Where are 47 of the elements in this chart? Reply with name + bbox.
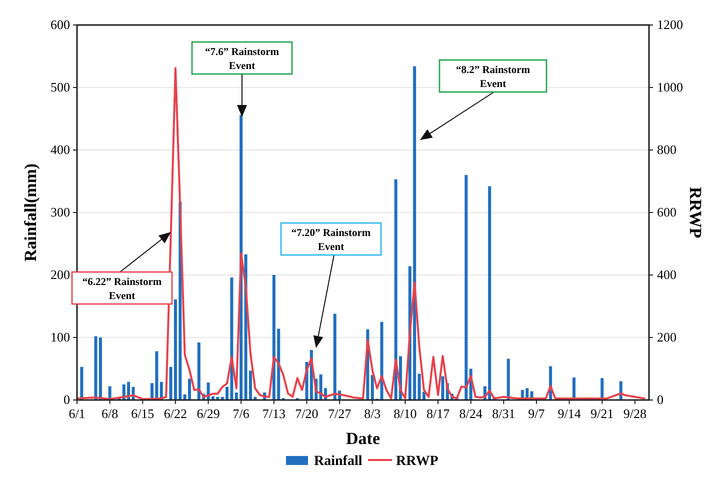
bar — [80, 366, 84, 400]
x-tick-label: 7/6 — [232, 406, 250, 421]
x-axis-title: Date — [346, 429, 380, 448]
bar — [98, 338, 102, 400]
x-tick-label: 6/8 — [102, 406, 118, 421]
y2-tick-label: 1200 — [657, 17, 683, 32]
y-tick-label: 400 — [50, 142, 70, 157]
x-tick-label: 6/1 — [68, 406, 86, 421]
x-tick-label: 9/7 — [528, 406, 546, 421]
x-tick-label: 6/15 — [131, 406, 154, 421]
x-tick-label: 8/10 — [394, 406, 417, 421]
y-tick-label: 0 — [64, 392, 70, 407]
x-tick-label: 8/31 — [492, 406, 516, 421]
bar — [441, 376, 444, 400]
x-tick-label: 7/13 — [262, 406, 286, 421]
y2-tick-label: 800 — [657, 142, 676, 157]
annotation: “8.2” Rainstorm Event — [456, 65, 530, 90]
bar — [506, 358, 510, 400]
x-tick-label: 7/20 — [295, 406, 318, 421]
y-tick-label: 300 — [50, 204, 70, 220]
y2-tick-label: 200 — [657, 330, 676, 344]
x-tick-label: 8/17 — [426, 406, 450, 421]
bar — [380, 322, 384, 400]
y2-tick-label: 400 — [657, 267, 676, 282]
x-tick-label: 8/3 — [364, 406, 381, 421]
annotation: “6.22” Rainstorm Event — [82, 277, 162, 302]
x-tick-label: 6/29 — [196, 406, 220, 421]
bar — [464, 175, 468, 400]
annotation: “7.6” Rainstorm Event — [204, 47, 280, 72]
x-tick-label: 9/28 — [623, 406, 646, 421]
x-tick-label: 8/24 — [459, 406, 483, 421]
annotation: “7.20” Rainstorm Event — [291, 228, 371, 253]
legend-label: RRWP — [396, 454, 439, 469]
x-tick-label: 6/22 — [164, 406, 188, 421]
y-tick-label: 200 — [50, 267, 70, 282]
x-tick-label: 7/27 — [328, 406, 352, 421]
y-tick-label: 600 — [50, 17, 70, 32]
x-tick-label: 9/21 — [590, 406, 614, 421]
x-tick-label: 9/14 — [558, 406, 582, 421]
y-tick-label: 500 — [50, 80, 70, 94]
y2-tick-label: 1000 — [657, 80, 683, 94]
y2-axis-title: RRWP — [686, 186, 705, 238]
legend-label: Rainfall — [314, 454, 362, 469]
y2-tick-label: 600 — [657, 204, 676, 220]
y2-tick-label: 0 — [657, 392, 664, 407]
y-axis-title: Rainfall(mm) — [21, 163, 40, 262]
y-tick-label: 100 — [50, 330, 70, 344]
